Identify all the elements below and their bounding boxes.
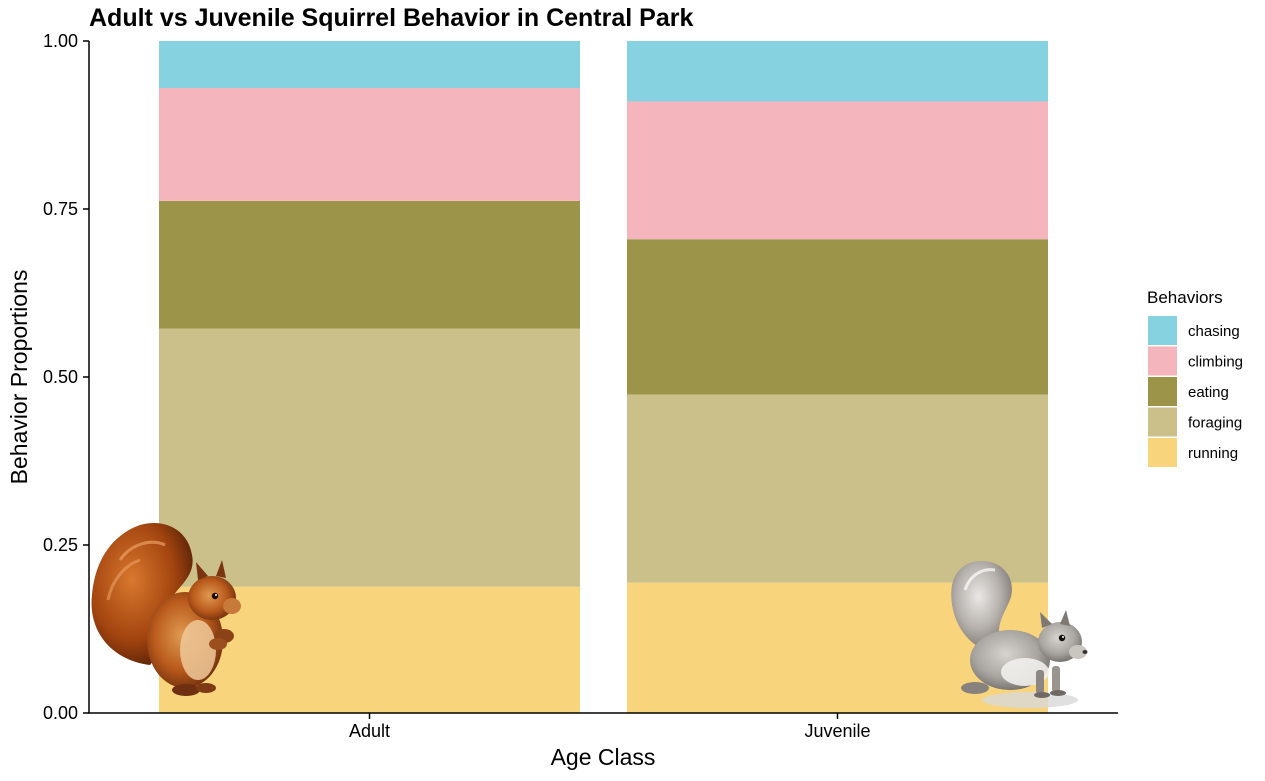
legend-label-climbing: climbing (1188, 354, 1243, 371)
legend-swatch-foraging (1148, 407, 1177, 437)
x-tick-label-juvenile: Juvenile (804, 721, 870, 741)
legend: Behaviors chasing climbing eating foraging r… (1147, 288, 1243, 467)
x-axis-title: Age Class (551, 744, 656, 770)
bar-segment-juvenile-climbing (627, 101, 1048, 240)
bar-segment-juvenile-eating (627, 239, 1048, 395)
red-squirrel-image (91, 523, 241, 696)
legend-label-running: running (1188, 445, 1238, 462)
y-tick-label: 1.00 (43, 31, 78, 51)
y-axis-title: Behavior Proportions (6, 270, 32, 485)
legend-label-chasing: chasing (1188, 323, 1240, 340)
y-tick-label: 0.25 (43, 535, 78, 555)
bar-segment-adult-eating (159, 200, 580, 329)
gray-squirrel-image (951, 560, 1088, 708)
bars-group (159, 41, 1048, 713)
bar-segment-adult-climbing (159, 88, 580, 201)
legend-label-foraging: foraging (1188, 415, 1242, 432)
legend-swatch-running (1148, 438, 1177, 467)
chart-title: Adult vs Juvenile Squirrel Behavior in C… (89, 4, 693, 32)
y-tick-label: 0.75 (43, 199, 78, 219)
legend-swatch-climbing (1148, 346, 1177, 376)
bar-segment-juvenile-foraging (627, 394, 1048, 583)
y-tick-label: 0.50 (43, 367, 78, 387)
bar-segment-adult-foraging (159, 328, 580, 587)
x-tick-label-adult: Adult (349, 721, 390, 741)
y-tick-label: 0.00 (43, 703, 78, 723)
y-ticks-group: 0.00 0.25 0.50 0.75 1.00 (43, 31, 89, 723)
legend-swatch-eating (1148, 377, 1177, 406)
legend-swatch-chasing (1148, 316, 1177, 345)
x-ticks-group: Adult Juvenile (349, 713, 871, 741)
legend-title: Behaviors (1147, 288, 1223, 307)
bar-segment-adult-chasing (159, 41, 580, 89)
legend-label-eating: eating (1188, 384, 1229, 401)
bar-segment-juvenile-chasing (627, 41, 1048, 102)
